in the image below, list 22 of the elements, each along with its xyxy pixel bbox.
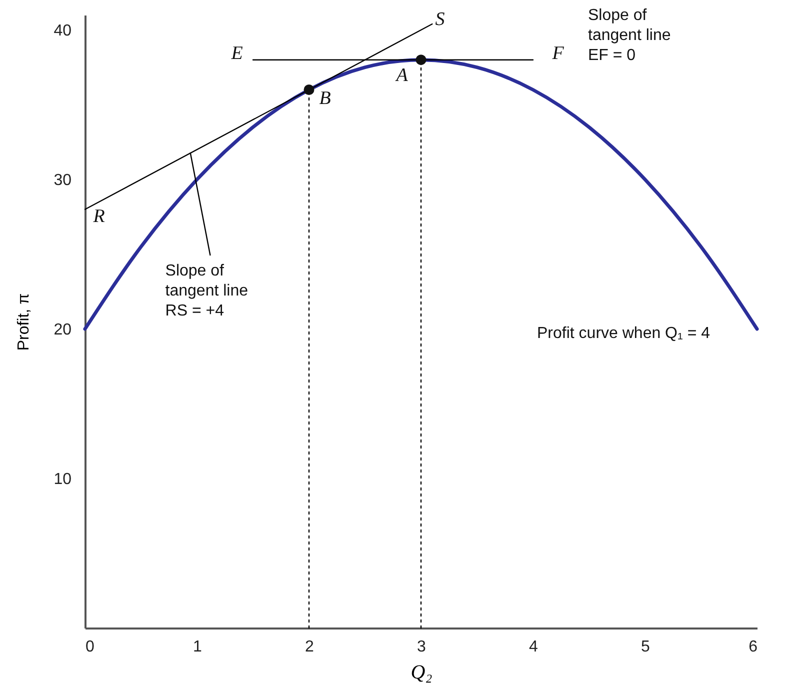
y-tick-label: 30 [54, 172, 72, 189]
annotation: F [551, 43, 564, 64]
annotation: Slope of tangent line EF = 0 [588, 7, 671, 64]
y-tick-label: 20 [54, 321, 72, 338]
annotation: B [319, 88, 332, 109]
x-tick-label: 4 [529, 638, 538, 656]
x-tick-label: 1 [193, 638, 202, 656]
x-tick-label: 5 [641, 638, 650, 656]
annotation: S [435, 9, 446, 30]
y-tick-label: 10 [54, 470, 72, 488]
annotation: Slope of tangent line RS = +4 [165, 262, 248, 320]
y-axis-title: Profit, π [16, 293, 33, 351]
x-tick-label: 0 [86, 638, 94, 656]
annotation: Profit curve when Q₁ = 4 [537, 325, 710, 342]
annotation: R [92, 206, 106, 227]
annotation: A [394, 65, 408, 86]
annotation: E [230, 43, 244, 64]
y-tick-label: 40 [54, 22, 72, 40]
x-tick-label: 3 [417, 638, 426, 656]
x-tick-label: 6 [748, 638, 758, 656]
x-axis-title: Q₂ [410, 662, 432, 684]
x-tick-label: 2 [305, 638, 314, 656]
